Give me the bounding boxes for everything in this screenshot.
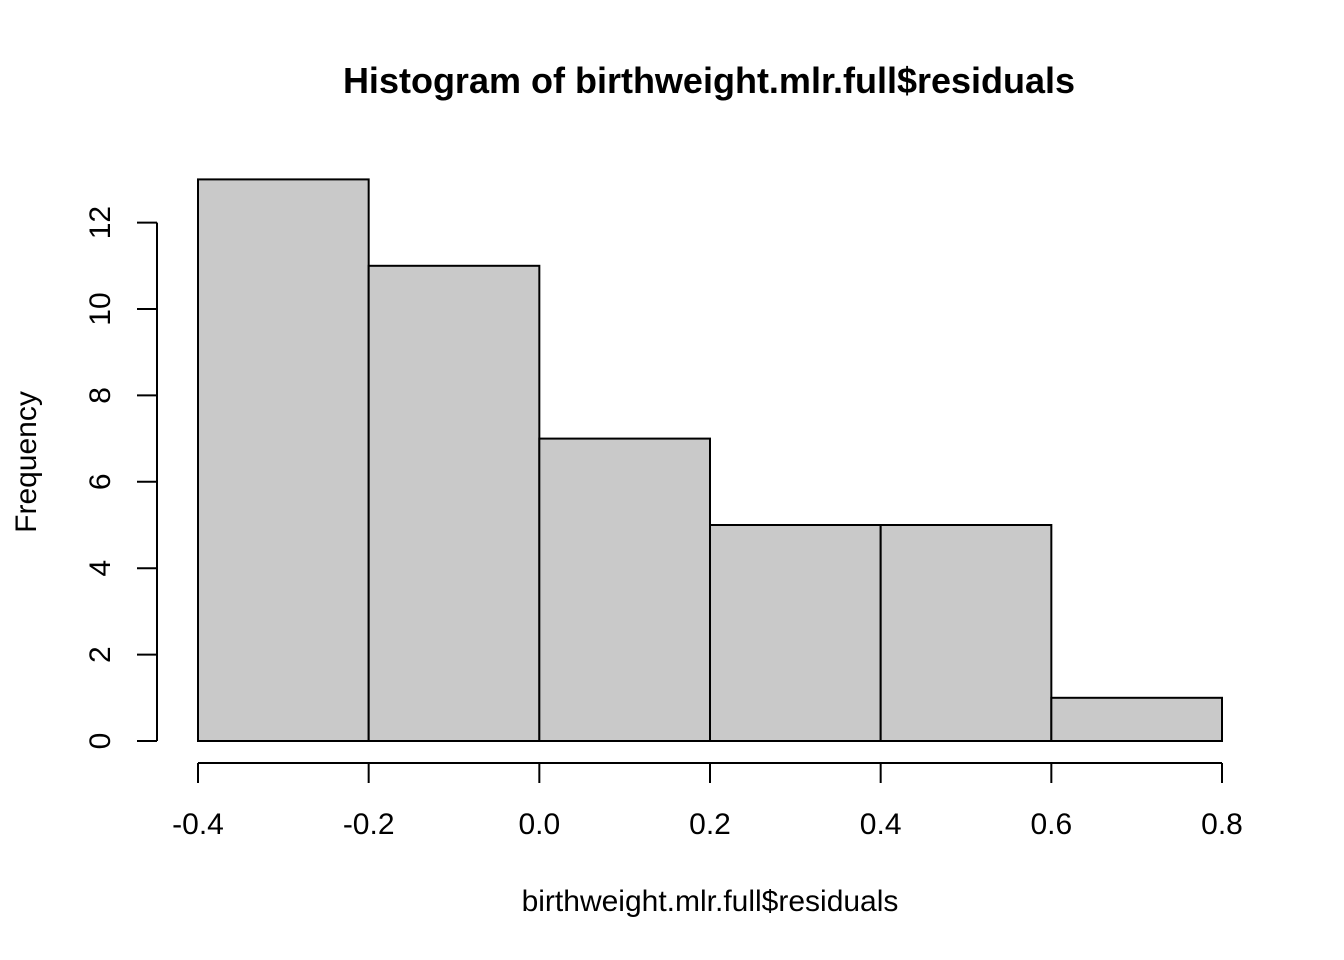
y-axis-label: Frequency: [10, 391, 43, 533]
x-tick-label-5: 0.6: [1030, 808, 1072, 841]
y-tick-label-0: 0: [84, 733, 117, 750]
histogram-bar-5: [1050, 696, 1224, 742]
x-tick-label-1: -0.2: [343, 808, 395, 841]
bars-group: [197, 178, 1224, 742]
x-tick-label-0: -0.4: [172, 808, 224, 841]
y-tick-label-3: 6: [84, 473, 117, 490]
x-tick-label-2: 0.0: [518, 808, 560, 841]
y-axis: 0 2 4 6 8 10 12: [84, 206, 158, 750]
y-tick-label-5: 10: [84, 292, 117, 325]
x-tick-label-3: 0.2: [689, 808, 731, 841]
chart-title: Histogram of birthweight.mlr.full$residu…: [343, 60, 1075, 101]
x-axis: -0.4 -0.2 0.0 0.2 0.4 0.6 0.8: [172, 762, 1243, 841]
histogram-bar-2: [538, 437, 711, 742]
x-tick-label-6: 0.8: [1201, 808, 1243, 841]
y-tick-label-1: 2: [84, 646, 117, 663]
y-tick-label-4: 8: [84, 387, 117, 404]
x-axis-label: birthweight.mlr.full$residuals: [522, 885, 899, 918]
y-tick-label-2: 4: [84, 560, 117, 577]
histogram-bar-0: [197, 178, 370, 742]
y-tick-label-6: 12: [84, 206, 117, 239]
histogram-bar-4: [879, 524, 1053, 742]
histogram-bar-1: [367, 264, 541, 742]
x-tick-label-4: 0.4: [860, 808, 902, 841]
histogram-bar-3: [709, 524, 882, 742]
